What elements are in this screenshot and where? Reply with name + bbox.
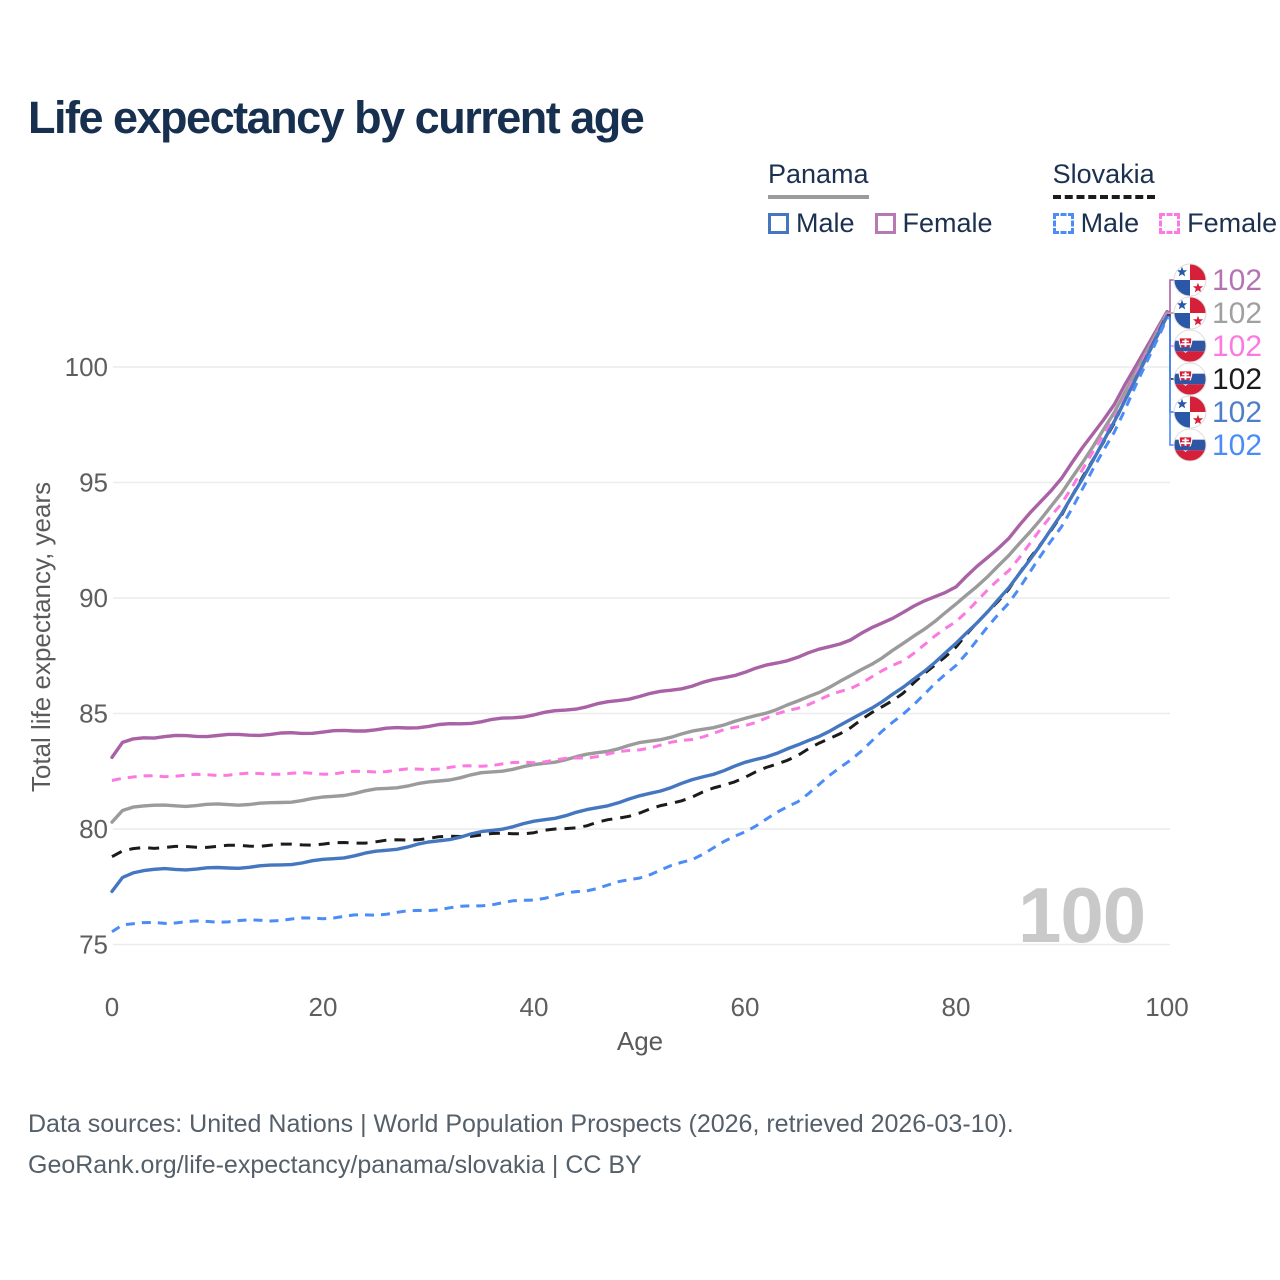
legend-label-slovakia-female: Female bbox=[1187, 207, 1278, 238]
series-line-slovakia-female[interactable] bbox=[111, 313, 1169, 782]
legend-row-slovakia: Male Female bbox=[1052, 207, 1278, 238]
panama-flag-icon bbox=[1173, 263, 1207, 297]
series-line-panama-female[interactable] bbox=[110, 309, 1169, 760]
legend-item-panama-male[interactable]: Male bbox=[768, 207, 855, 238]
x-tick-label-0: 0 bbox=[105, 992, 119, 1022]
x-tick-label-80: 80 bbox=[942, 992, 971, 1022]
y-tick-label-75: 75 bbox=[79, 930, 108, 960]
x-axis-title: Age bbox=[617, 1026, 663, 1056]
legend-label-panama-female: Female bbox=[902, 207, 993, 238]
legend-group-slovakia: Slovakia Male Female bbox=[1052, 159, 1278, 238]
slovakia-flag-icon bbox=[1173, 428, 1207, 462]
series-line-slovakia-male[interactable] bbox=[111, 317, 1169, 934]
footer-attribution: GeoRank.org/life-expectancy/panama/slova… bbox=[28, 1151, 642, 1179]
end-value-label-slovakia-all: 102 bbox=[1212, 363, 1262, 396]
y-tick-label-95: 95 bbox=[79, 468, 108, 498]
legend-item-panama-female[interactable]: Female bbox=[874, 207, 993, 238]
legend-country-slovakia[interactable]: Slovakia bbox=[1052, 159, 1155, 199]
leader-line-slovakia-male bbox=[1167, 317, 1174, 446]
series-line-slovakia-all[interactable] bbox=[111, 314, 1169, 859]
x-tick-label-20: 20 bbox=[309, 992, 338, 1022]
legend: Panama Male Female Slovakia Male bbox=[768, 159, 1278, 238]
panama-flag-icon bbox=[1173, 296, 1207, 330]
x-tick-label-60: 60 bbox=[731, 992, 760, 1022]
page-title: Life expectancy by current age bbox=[28, 92, 645, 143]
y-axis-title: Total life expectancy, years bbox=[26, 482, 56, 792]
legend-group-panama: Panama Male Female bbox=[768, 159, 993, 238]
slovakia-flag-icon bbox=[1173, 362, 1207, 396]
x-tick-label-100: 100 bbox=[1145, 992, 1188, 1022]
legend-swatch-slovakia-female[interactable] bbox=[1159, 212, 1181, 234]
leader-line-panama-female bbox=[1167, 279, 1174, 313]
legend-label-panama-male: Male bbox=[796, 207, 855, 238]
end-value-label-panama-all: 102 bbox=[1212, 297, 1262, 330]
slovakia-flag-icon bbox=[1173, 329, 1207, 363]
legend-row-panama: Male Female bbox=[768, 207, 993, 238]
legend-label-slovakia-male: Male bbox=[1080, 207, 1140, 238]
panama-flag-icon bbox=[1173, 395, 1207, 429]
chart-canvas: 75 80 85 90 95 100 0 20 40 60 80 100 Total life expe… bbox=[26, 263, 1262, 1056]
legend-item-slovakia-female[interactable]: Female bbox=[1159, 207, 1278, 238]
legend-swatch-panama-male[interactable] bbox=[768, 212, 789, 234]
end-value-label-slovakia-male: 102 bbox=[1212, 429, 1262, 462]
series-line-panama-all[interactable] bbox=[110, 311, 1169, 824]
y-tick-label-85: 85 bbox=[79, 699, 108, 729]
end-value-label-panama-female: 102 bbox=[1212, 264, 1262, 297]
x-tick-label-40: 40 bbox=[520, 992, 549, 1022]
y-tick-label-90: 90 bbox=[79, 583, 108, 613]
legend-item-slovakia-male[interactable]: Male bbox=[1052, 207, 1140, 238]
y-tick-label-80: 80 bbox=[79, 814, 108, 844]
footer: Data sources: United Nations | World Pop… bbox=[28, 1104, 1014, 1186]
end-value-label-slovakia-female: 102 bbox=[1212, 330, 1262, 363]
footer-sources: Data sources: United Nations | World Pop… bbox=[28, 1110, 1014, 1138]
legend-swatch-slovakia-male[interactable] bbox=[1052, 212, 1074, 234]
y-tick-label-100: 100 bbox=[65, 352, 108, 382]
legend-swatch-panama-female[interactable] bbox=[874, 212, 896, 234]
series-line-panama-male[interactable] bbox=[110, 314, 1169, 894]
legend-country-panama[interactable]: Panama bbox=[768, 159, 869, 199]
end-value-label-panama-male: 102 bbox=[1212, 396, 1262, 429]
age-watermark: 100 bbox=[1018, 871, 1146, 959]
